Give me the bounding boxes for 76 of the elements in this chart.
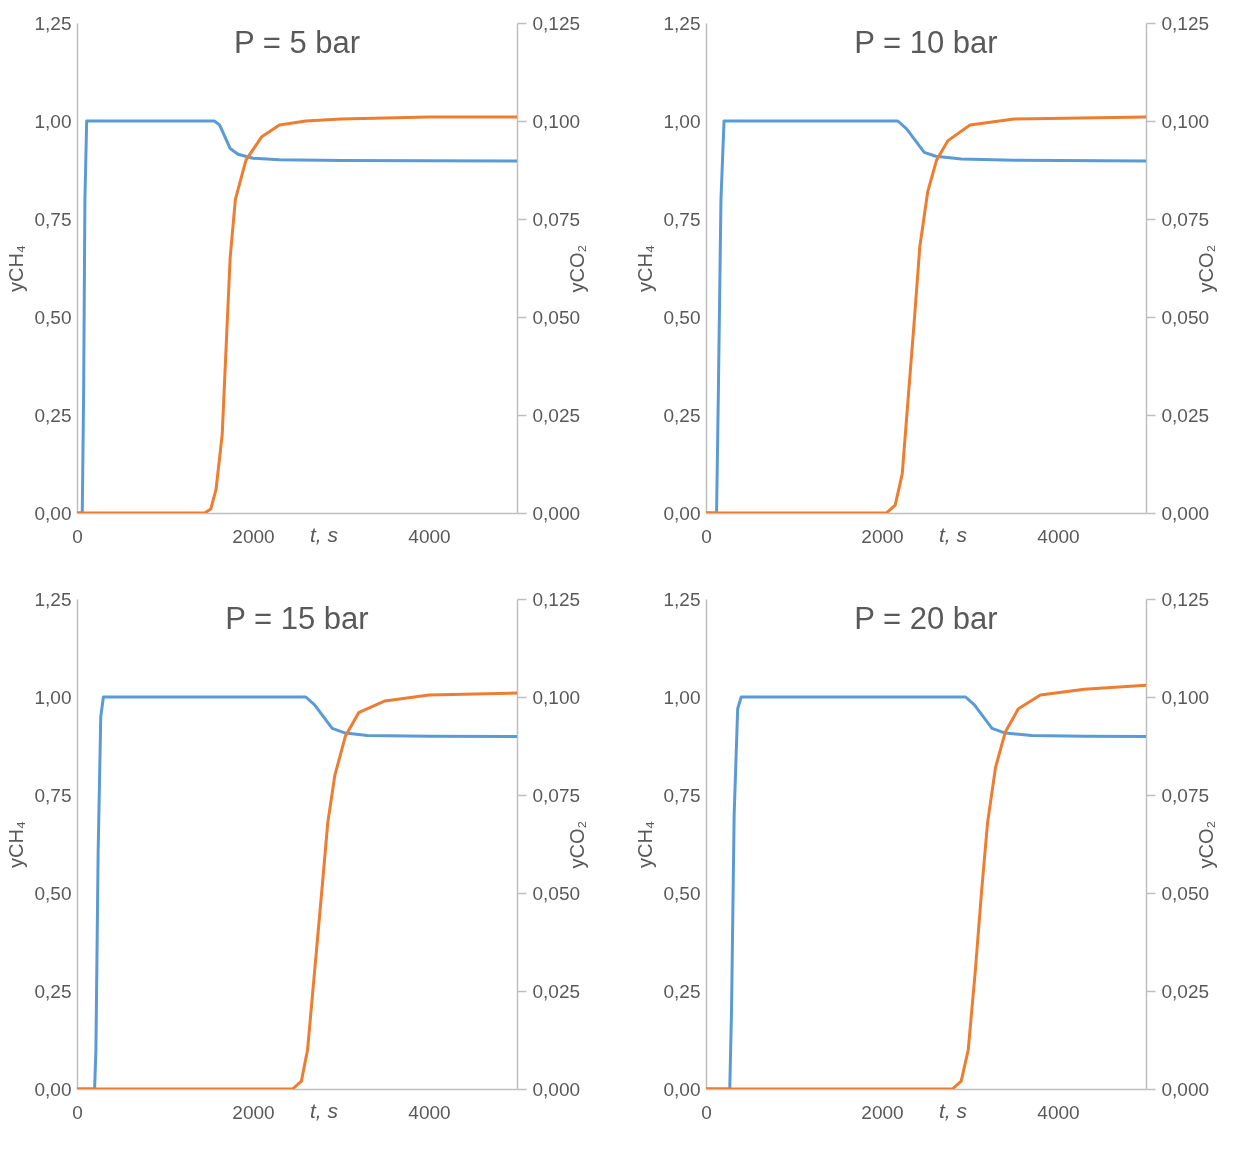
y2-tick-label: 0,075 (1161, 208, 1210, 230)
x-tick-label: 4000 (1037, 525, 1080, 547)
y-tick-label: 0,50 (34, 882, 72, 904)
y-tick-label: 0,25 (34, 404, 72, 426)
y2-tick-label: 0,125 (532, 12, 581, 34)
y2-tick-label: 0,050 (532, 882, 581, 904)
y-tick-label: 0,75 (663, 208, 701, 230)
y-tick-label: 0,00 (663, 502, 701, 524)
y-axis-title: yCH₄ (4, 244, 27, 293)
y-tick-label: 0,00 (34, 1078, 72, 1100)
y2-tick-label: 0,100 (532, 686, 581, 708)
chart-title: P = 20 bar (854, 601, 998, 636)
y2-tick-label: 0,025 (532, 404, 581, 426)
x-tick-label: 4000 (1037, 1101, 1080, 1123)
y2-tick-label: 0,125 (1161, 588, 1210, 610)
y2-tick-label: 0,000 (1161, 1078, 1210, 1100)
chart-title: P = 15 bar (225, 601, 369, 636)
y-tick-label: 0,00 (663, 1078, 701, 1100)
y2-tick-label: 0,000 (1161, 502, 1210, 524)
y2-axis-title: yCO₂ (1195, 244, 1218, 293)
y2-tick-label: 0,050 (1161, 882, 1210, 904)
x-tick-label: 0 (72, 525, 83, 547)
y-tick-label: 0,50 (34, 306, 72, 328)
y-tick-label: 0,75 (34, 784, 72, 806)
y2-tick-label: 0,025 (532, 980, 581, 1002)
x-tick-label: 4000 (408, 1101, 451, 1123)
y-axis-title: yCH₄ (4, 820, 27, 869)
x-tick-label: 2000 (861, 1101, 904, 1123)
x-tick-label: 0 (72, 1101, 83, 1123)
y-tick-label: 1,00 (34, 110, 72, 132)
y2-tick-label: 0,075 (532, 208, 581, 230)
y2-axis-title: yCO₂ (566, 820, 589, 869)
x-axis-title: t, s (938, 1098, 968, 1122)
y2-tick-label: 0,000 (532, 1078, 581, 1100)
x-tick-label: 2000 (861, 525, 904, 547)
y-tick-label: 0,75 (663, 784, 701, 806)
y2-tick-label: 0,100 (532, 110, 581, 132)
y-tick-label: 0,00 (34, 502, 72, 524)
y2-tick-label: 0,075 (532, 784, 581, 806)
x-tick-label: 2000 (232, 1101, 275, 1123)
y2-tick-label: 0,025 (1161, 980, 1210, 1002)
y2-tick-label: 0,025 (1161, 404, 1210, 426)
y-tick-label: 0,25 (663, 404, 701, 426)
y2-tick-label: 0,100 (1161, 686, 1210, 708)
y2-tick-label: 0,125 (1161, 12, 1210, 34)
y-tick-label: 0,75 (34, 208, 72, 230)
y2-tick-label: 0,125 (532, 588, 581, 610)
x-tick-label: 0 (701, 1101, 712, 1123)
x-tick-label: 0 (701, 525, 712, 547)
y-tick-label: 0,25 (34, 980, 72, 1002)
y2-tick-label: 0,075 (1161, 784, 1210, 806)
y-tick-label: 1,25 (34, 588, 72, 610)
y-tick-label: 1,00 (663, 686, 701, 708)
y-tick-label: 0,25 (663, 980, 701, 1002)
chart-title: P = 10 bar (854, 25, 998, 60)
x-axis-title: t, s (938, 522, 968, 546)
y-axis-title: yCH₄ (633, 244, 656, 293)
chart-title: P = 5 bar (233, 25, 361, 60)
y-tick-label: 1,25 (663, 12, 701, 34)
x-tick-label: 4000 (408, 525, 451, 547)
x-axis-title: t, s (309, 1098, 339, 1122)
y-tick-label: 1,00 (663, 110, 701, 132)
y-tick-label: 0,50 (663, 882, 701, 904)
y2-axis-title: yCO₂ (566, 244, 589, 293)
y-axis-title: yCH₄ (633, 820, 656, 869)
y2-tick-label: 0,100 (1161, 110, 1210, 132)
y-tick-label: 1,25 (34, 12, 72, 34)
y2-tick-label: 0,000 (532, 502, 581, 524)
y2-tick-label: 0,050 (532, 306, 581, 328)
y2-axis-title: yCO₂ (1195, 820, 1218, 869)
y-tick-label: 1,25 (663, 588, 701, 610)
x-axis-title: t, s (309, 522, 339, 546)
y-tick-label: 1,00 (34, 686, 72, 708)
y-tick-label: 0,50 (663, 306, 701, 328)
y2-tick-label: 0,050 (1161, 306, 1210, 328)
x-tick-label: 2000 (232, 525, 275, 547)
